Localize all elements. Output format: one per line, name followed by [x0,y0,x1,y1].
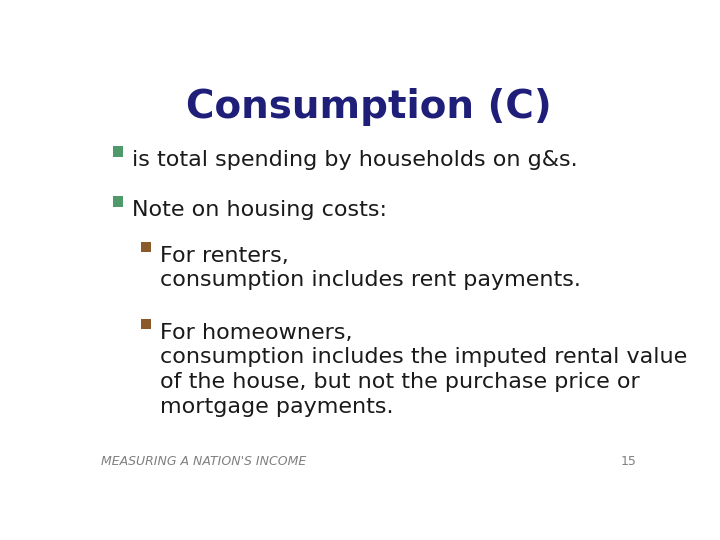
Text: For homeowners,
consumption includes the imputed rental value
of the house, but : For homeowners, consumption includes the… [160,322,687,417]
Text: 15: 15 [621,455,637,468]
FancyBboxPatch shape [141,319,150,329]
Text: For renters,
consumption includes rent payments.: For renters, consumption includes rent p… [160,246,580,291]
Text: MEASURING A NATION'S INCOME: MEASURING A NATION'S INCOME [101,455,307,468]
Text: is total spending by households on g&s.: is total spending by households on g&s. [132,150,577,170]
FancyBboxPatch shape [113,146,123,157]
Text: Consumption (C): Consumption (C) [186,87,552,126]
FancyBboxPatch shape [141,242,150,252]
FancyBboxPatch shape [113,197,123,207]
Text: Note on housing costs:: Note on housing costs: [132,200,387,220]
